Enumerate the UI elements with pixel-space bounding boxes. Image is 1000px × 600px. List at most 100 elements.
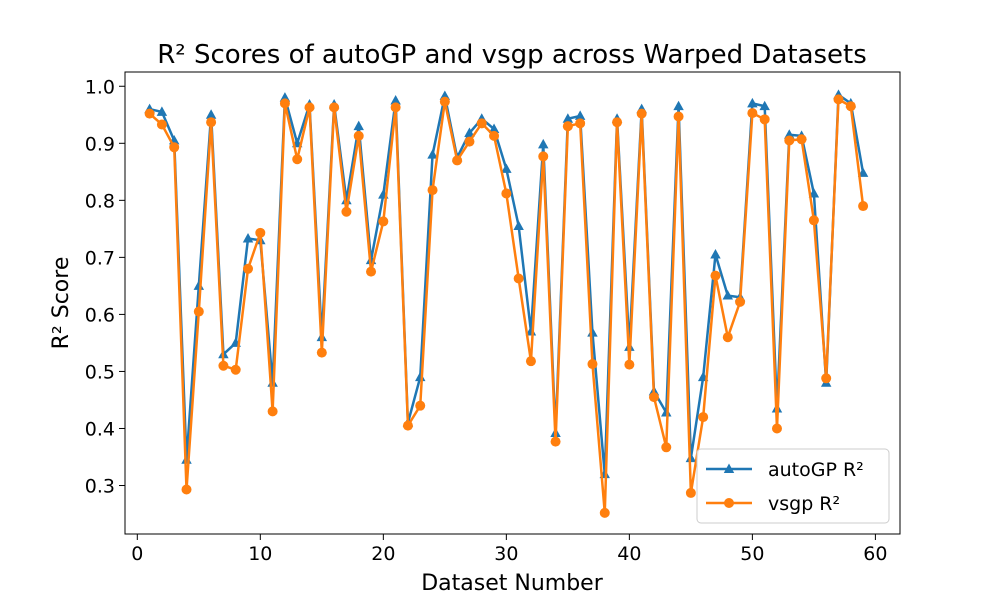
data-point (771, 423, 782, 434)
data-point (599, 507, 610, 518)
data-point (513, 220, 524, 230)
data-point (574, 110, 586, 120)
data-point (144, 108, 155, 119)
data-point (759, 100, 770, 111)
data-point (205, 109, 217, 119)
data-point (759, 114, 770, 125)
series-markers-0 (144, 89, 869, 479)
data-point (292, 154, 303, 165)
data-point (156, 106, 168, 116)
data-point (661, 442, 672, 453)
data-point (242, 233, 254, 243)
data-point (427, 185, 438, 196)
y-tick-label: 0.6 (85, 304, 115, 326)
data-point (329, 102, 340, 113)
data-point (796, 134, 807, 145)
data-point (673, 111, 684, 122)
data-point (353, 120, 364, 131)
x-tick-label: 40 (617, 543, 641, 565)
data-point (821, 373, 832, 384)
data-point (722, 290, 734, 300)
data-point (169, 142, 180, 153)
data-point (735, 296, 746, 307)
data-point (415, 371, 426, 382)
data-point (673, 100, 684, 111)
data-point (366, 266, 377, 277)
data-point (156, 119, 167, 130)
data-point (452, 155, 463, 166)
data-point (402, 420, 413, 431)
y-axis: 0.3 0.4 0.5 0.6 0.7 0.8 0.9 1.0 (85, 76, 125, 498)
data-point (710, 249, 721, 259)
data-point (390, 95, 401, 105)
x-axis: 0 10 20 30 40 50 60 (131, 534, 887, 565)
data-point (648, 392, 659, 403)
legend: autoGP R² vsgp R² (696, 448, 890, 524)
data-point (488, 123, 500, 133)
legend-box (696, 448, 890, 524)
data-point (636, 108, 647, 119)
data-point (255, 227, 266, 238)
x-tick-label: 60 (863, 543, 887, 565)
data-point (858, 201, 869, 212)
data-point (661, 407, 672, 417)
chart-title: R² Scores of autoGP and vsgp across Warp… (157, 40, 867, 70)
x-tick-label: 30 (494, 543, 518, 565)
x-tick-label: 50 (740, 543, 764, 565)
data-point (562, 113, 574, 123)
data-point (206, 117, 217, 128)
series-layer (144, 89, 869, 518)
data-point (341, 206, 352, 217)
y-tick-label: 0.8 (85, 190, 115, 212)
x-tick-label: 0 (131, 543, 143, 565)
data-point (722, 332, 733, 343)
data-point (218, 360, 229, 371)
data-point (464, 136, 475, 147)
y-tick-label: 0.4 (85, 418, 115, 440)
data-point (612, 117, 623, 128)
series-markers-1 (144, 94, 869, 518)
data-point (464, 127, 475, 137)
data-point (501, 188, 512, 199)
data-point (489, 130, 500, 141)
data-point (562, 121, 573, 132)
data-point (747, 108, 758, 119)
data-point (181, 484, 192, 495)
data-point (476, 118, 487, 129)
data-point (525, 356, 536, 367)
data-point (267, 406, 278, 417)
y-tick-label: 0.7 (85, 247, 115, 269)
y-tick-label: 0.9 (85, 133, 115, 155)
y-axis-label: R² Score (49, 257, 74, 350)
data-point (243, 263, 254, 274)
data-point (538, 151, 549, 162)
data-point (279, 98, 290, 109)
x-tick-label: 20 (371, 543, 395, 565)
legend-marker-vsgp (724, 498, 734, 508)
data-point (230, 364, 241, 375)
data-point (624, 359, 635, 370)
data-point (698, 412, 709, 423)
data-point (685, 487, 696, 498)
y-tick-label: 0.3 (85, 476, 115, 498)
data-point (304, 102, 315, 113)
data-point (575, 118, 586, 129)
data-point (439, 96, 450, 107)
data-point (316, 347, 327, 358)
data-point (587, 359, 598, 370)
data-point (845, 101, 856, 112)
data-point (747, 97, 758, 108)
data-point (808, 215, 819, 226)
legend-marker-autogp (723, 463, 735, 473)
data-point (378, 216, 389, 227)
legend-label-vsgp: vsgp R² (768, 493, 840, 515)
data-point (513, 273, 524, 284)
data-point (550, 436, 561, 447)
data-point (710, 270, 721, 281)
data-point (353, 130, 364, 141)
y-tick-label: 0.5 (85, 361, 115, 383)
data-point (390, 102, 401, 113)
data-point (784, 135, 795, 146)
data-point (833, 94, 844, 105)
